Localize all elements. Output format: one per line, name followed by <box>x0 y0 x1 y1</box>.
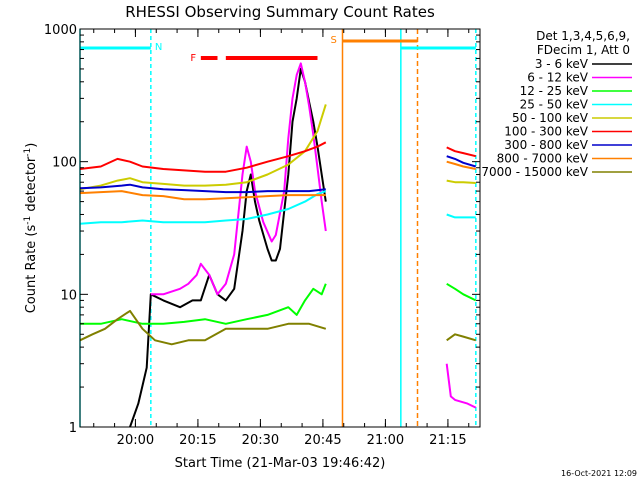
legend: Det 1,3,4,5,6,9, FDecim 1, Att 0 3 - 6 k… <box>481 29 632 179</box>
legend-label: 12 - 25 keV <box>520 84 589 98</box>
series-line-300-800-kev <box>446 155 477 168</box>
series-line-7000-15000-kev <box>446 333 477 342</box>
chart-title: RHESSI Observing Summary Count Rates <box>125 3 435 21</box>
plot-frame <box>79 28 481 428</box>
series-line-50-100-kev <box>79 104 327 191</box>
series-line-6-12-kev <box>445 363 477 409</box>
series-line-6-12-kev <box>150 62 327 296</box>
x-tick-label: 21:15 <box>429 433 466 448</box>
legend-label: 3 - 6 keV <box>535 57 589 71</box>
legend-label: 300 - 800 keV <box>504 138 588 152</box>
legend-label: 100 - 300 keV <box>504 125 588 139</box>
x-axis-label: Start Time (21-Mar-03 19:46:42) <box>175 456 386 471</box>
legend-label: 800 - 7000 keV <box>497 152 589 166</box>
legend-header-line-1: Det 1,3,4,5,6,9, <box>536 29 630 43</box>
series-line-12-25-kev <box>446 282 477 302</box>
series-line-800-7000-kev <box>446 160 476 170</box>
y-tick-label: 100 <box>52 156 77 171</box>
legend-label: 6 - 12 keV <box>527 71 589 85</box>
x-tick-label: 20:15 <box>179 433 216 448</box>
plot-decorations: N S F <box>79 29 477 427</box>
series-line-100-300-kev <box>446 146 477 158</box>
x-tick-label: 20:30 <box>242 433 279 448</box>
legend-header-line-2: FDecim 1, Att 0 <box>537 43 630 57</box>
series-line-800-7000-kev <box>79 190 326 201</box>
series-line-50-100-kev <box>446 179 476 184</box>
series-line-100-300-kev <box>79 141 327 173</box>
flare-label: F <box>190 53 196 64</box>
y-tick-label: 1000 <box>44 23 77 38</box>
x-axis: 20:00 20:15 20:30 20:45 21:00 21:15 <box>93 29 470 448</box>
saa-label: S <box>331 35 337 46</box>
legend-label: 7000 - 15000 keV <box>481 165 588 179</box>
x-tick-label: 20:00 <box>117 433 154 448</box>
footer-timestamp: 16-Oct-2021 12:09 <box>561 469 637 478</box>
legend-label: 50 - 100 keV <box>512 111 589 125</box>
night-label: N <box>155 42 162 53</box>
series-line-300-800-kev <box>79 183 326 194</box>
x-tick-label: 21:00 <box>367 433 404 448</box>
y-tick-label: 10 <box>60 288 77 303</box>
y-axis: 1 10 100 1000 <box>44 23 480 436</box>
x-tick-label: 20:45 <box>304 433 341 448</box>
series-line-7000-15000-kev <box>79 309 327 346</box>
legend-label: 25 - 50 keV <box>520 98 589 112</box>
series-line-25-50-kev <box>79 190 327 225</box>
y-tick-label: 1 <box>69 421 77 436</box>
series-line-25-50-kev <box>446 213 476 219</box>
y-axis-label: Count Rate (s-1 detector-1) <box>23 143 39 314</box>
series-line-12-25-kev <box>80 283 327 325</box>
plot-series <box>79 62 477 428</box>
